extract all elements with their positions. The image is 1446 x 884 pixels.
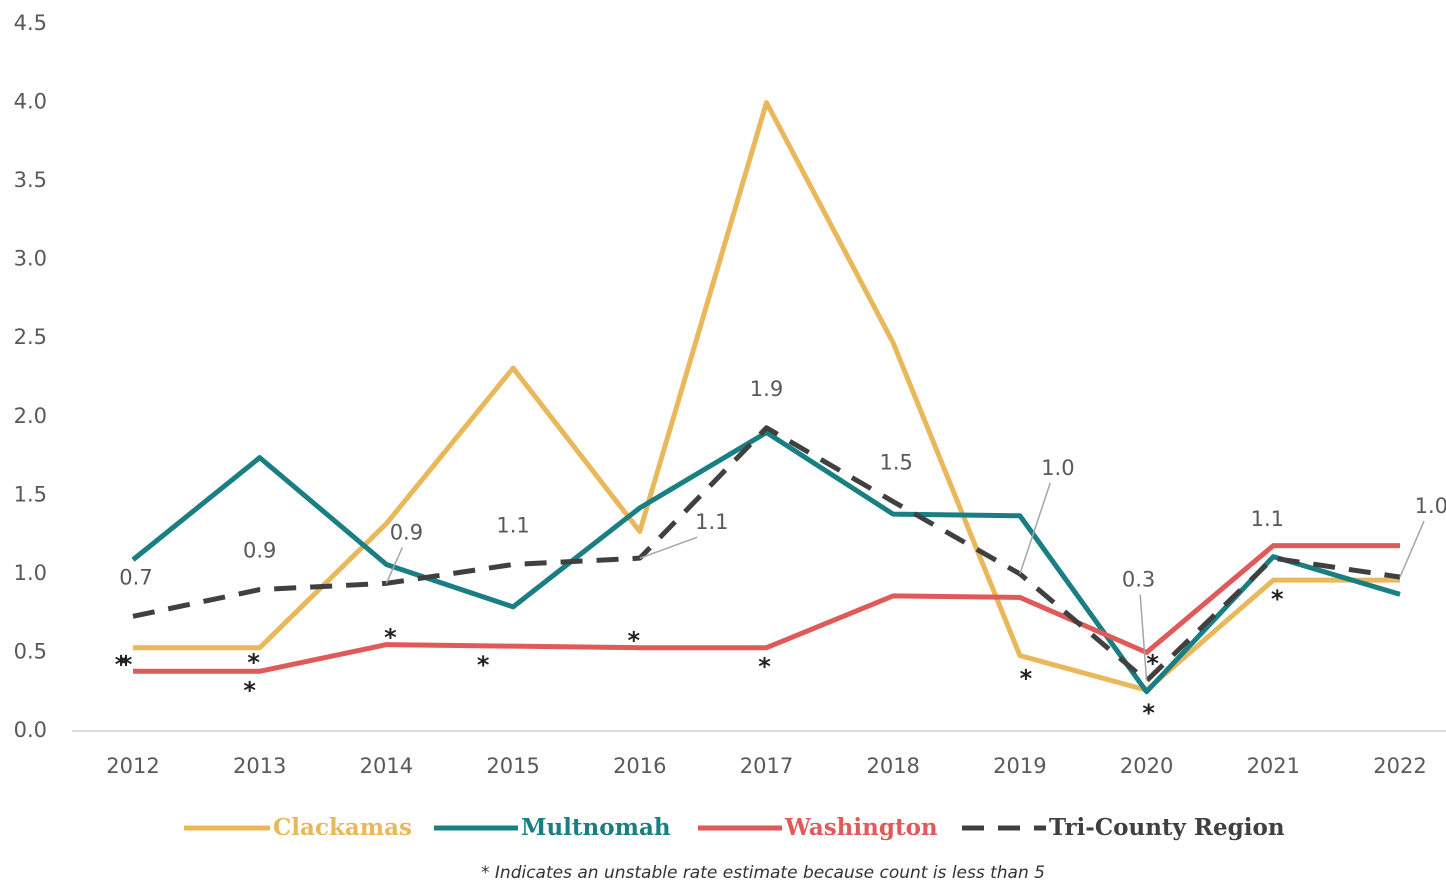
y-tick-label: 2.0: [14, 404, 47, 428]
unstable-marker: *: [247, 649, 260, 677]
data-label: 0.7: [119, 565, 152, 589]
x-tick-label: 2016: [613, 754, 666, 778]
unstable-marker: *: [384, 624, 397, 652]
x-tick-label: 2020: [1120, 754, 1173, 778]
data-label: 1.1: [1251, 507, 1284, 531]
data-label: 0.9: [243, 539, 276, 563]
unstable-marker: *: [1142, 699, 1155, 727]
data-label: 0.3: [1122, 568, 1155, 592]
data-label: 1.5: [879, 451, 912, 475]
unstable-marker: *: [628, 627, 641, 655]
unstable-marker: *: [1020, 665, 1033, 693]
leader-line: [1139, 594, 1148, 681]
unstable-marker: *: [243, 676, 256, 704]
legend-label: Tri-County Region: [1049, 814, 1285, 841]
data-label: 0.9: [390, 520, 423, 544]
leader-line: [1399, 520, 1425, 578]
y-tick-label: 4.0: [14, 90, 47, 114]
x-tick-label: 2022: [1373, 754, 1426, 778]
data-label: 1.0: [1415, 494, 1446, 518]
series-line: [133, 100, 1400, 693]
x-tick-label: 2017: [740, 754, 793, 778]
leader-line: [639, 536, 698, 559]
data-label: 1.1: [496, 513, 529, 537]
unstable-marker: *: [120, 651, 133, 679]
x-tick-label: 2018: [866, 754, 919, 778]
x-tick-label: 2012: [106, 754, 159, 778]
data-label: 1.1: [695, 510, 728, 534]
unstable-marker: *: [758, 653, 771, 681]
unstable-marker: *: [477, 651, 490, 679]
legend-label: Multnomah: [521, 814, 671, 841]
leader-line: [1019, 482, 1052, 575]
y-tick-label: 4.5: [14, 11, 47, 35]
unstable-marker: *: [115, 650, 128, 678]
y-tick-label: 1.5: [14, 482, 47, 506]
y-tick-label: 1.0: [14, 561, 47, 585]
y-tick-label: 0.5: [14, 639, 47, 663]
legend-label: Washington: [784, 814, 938, 841]
series-line: [132, 425, 1401, 684]
unstable-marker: *: [1146, 649, 1159, 677]
x-tick-label: 2014: [360, 754, 413, 778]
data-label: 1.0: [1041, 456, 1074, 480]
data-label: 1.9: [750, 377, 783, 401]
y-tick-label: 2.5: [14, 325, 47, 349]
legend-label: Clackamas: [273, 814, 412, 841]
series-line: [133, 543, 1400, 674]
y-tick-label: 3.0: [14, 247, 47, 271]
y-tick-label: 0.0: [14, 718, 47, 742]
x-tick-label: 2013: [233, 754, 286, 778]
x-tick-label: 2015: [486, 754, 539, 778]
y-tick-label: 3.5: [14, 168, 47, 192]
x-tick-label: 2019: [993, 754, 1046, 778]
footnote: * Indicates an unstable rate estimate be…: [481, 863, 1045, 883]
x-tick-label: 2021: [1247, 754, 1300, 778]
unstable-marker: *: [1271, 585, 1284, 613]
series-line: [131, 429, 1401, 695]
leader-line: [385, 547, 404, 584]
